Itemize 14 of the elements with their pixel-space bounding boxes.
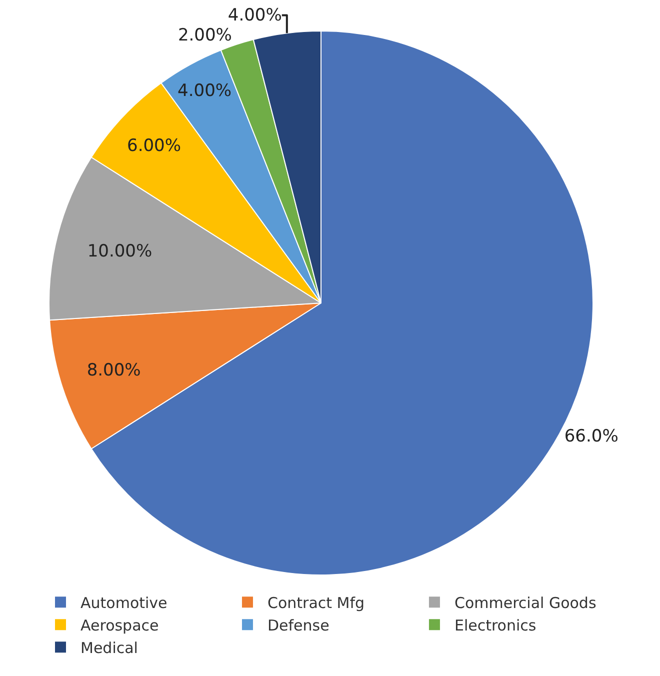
legend-label: Defense <box>267 616 330 634</box>
data-label: 6.00% <box>127 136 182 156</box>
data-label: 2.00% <box>178 25 232 46</box>
legend-label: Electronics <box>454 616 536 634</box>
legend-label: Automotive <box>80 594 168 612</box>
data-label: 4.00% <box>228 5 282 26</box>
legend-label: Contract Mfg <box>267 594 365 612</box>
legend-label: Aerospace <box>80 616 159 634</box>
legend-label: Commercial Goods <box>454 594 596 612</box>
legend-label: Medical <box>80 638 138 657</box>
data-label: 10.00% <box>87 241 152 262</box>
data-label: 8.00% <box>86 360 141 380</box>
data-label: 4.00% <box>178 81 232 102</box>
data-label: 66.0% <box>564 426 618 446</box>
